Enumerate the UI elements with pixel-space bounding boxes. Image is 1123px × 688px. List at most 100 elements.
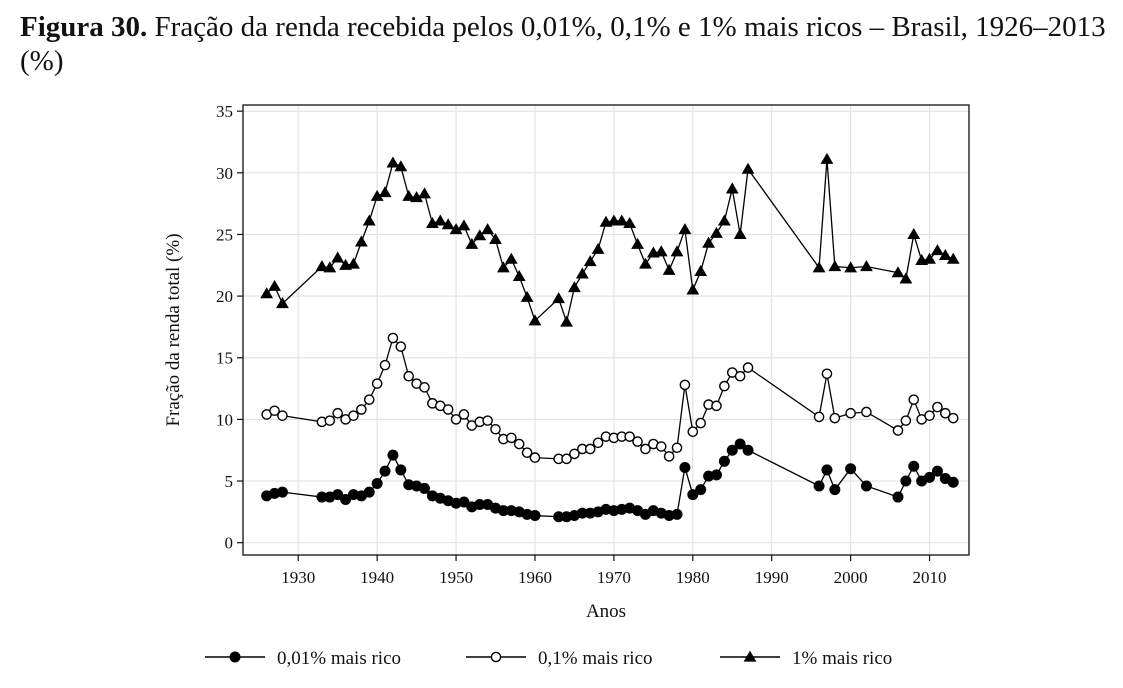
data-point [348,410,359,421]
data-point [640,443,651,455]
data-point [623,216,637,228]
legend-marker [229,651,241,663]
data-point [900,415,912,426]
data-point [900,475,912,487]
series-group [260,152,960,523]
data-point [560,315,573,327]
data-point [908,394,920,405]
data-point [323,261,337,273]
data-point [694,265,708,277]
data-point [908,460,920,472]
data-point [654,245,668,257]
figure-title: Fração da renda recebida pelos 0,01%, 0,… [20,11,1106,77]
data-point [662,263,676,275]
data-point [940,407,951,419]
data-point [370,189,384,201]
data-point [655,441,667,452]
y-tick-label: 0 [225,534,234,553]
data-point [419,382,430,393]
data-point [497,261,510,273]
data-point [932,401,943,413]
data-point [695,417,706,429]
x-tick-label: 1940 [360,568,394,587]
data-point [733,228,747,240]
data-point [449,223,463,235]
legend-label: 1% mais rico [792,648,892,669]
data-point [354,235,368,247]
plot-frame [242,104,970,556]
data-point [924,471,936,483]
x-axis-title: Anos [586,601,626,622]
data-point [402,189,416,201]
data-point [347,257,360,269]
data-point [624,431,635,442]
data-point [734,438,746,450]
data-point [419,482,430,494]
data-point [268,279,281,291]
data-point [513,438,525,450]
legend-item: 0,1% mais rico [466,648,653,669]
data-point [829,484,841,496]
y-tick-label: 5 [225,472,234,491]
data-point [892,491,904,503]
data-point [845,463,857,475]
data-point [726,444,738,456]
data-point [552,292,566,304]
data-point [490,423,501,435]
data-point [441,218,455,230]
data-point [277,410,288,421]
data-point [489,232,502,244]
data-point [403,370,415,382]
legend-label: 0,1% mais rico [538,648,653,669]
data-point [362,214,376,226]
data-point [820,152,834,164]
legend-marker [743,650,757,662]
data-point [671,442,683,454]
data-point [741,162,755,174]
data-point [711,400,722,412]
data-point [332,489,344,501]
data-point [418,187,431,199]
data-point [331,251,345,263]
data-point [907,228,921,240]
data-point [632,436,643,447]
data-point [924,410,935,421]
x-tick-label: 1950 [439,568,473,587]
figure-caption: Figura 30. Fração da renda recebida pelo… [20,10,1115,78]
data-point [671,508,683,520]
x-axis: 1930 1940 1950 1960 1970 1980 1990 2000 2010 [281,555,947,587]
data-point [670,245,684,257]
data-point [315,260,329,272]
data-point [504,252,518,264]
data-point [363,486,375,498]
data-point [260,287,274,299]
data-point [561,453,572,465]
data-point [379,359,391,371]
legend-label: 0,01% mais rico [277,648,401,669]
data-point [371,477,383,489]
data-point [363,394,375,405]
data-point [332,407,343,419]
data-point [575,267,589,279]
y-tick-label: 25 [216,225,233,244]
data-point [473,229,487,241]
data-point [324,415,336,426]
data-point [821,368,833,380]
legend: 0,01% mais rico 0,1% mais rico 1% mais ric… [205,648,892,669]
x-tick-label: 1960 [518,568,552,587]
data-point [387,449,399,461]
data-point [584,443,596,455]
data-point [742,444,754,456]
data-point [678,223,692,235]
data-point [828,260,842,272]
data-point [529,452,541,463]
data-point [506,432,517,444]
data-point [379,465,391,477]
data-point [679,461,691,473]
data-point [529,510,541,522]
data-point [269,405,280,417]
y-axis-title: Fração da renda total (%) [163,233,184,426]
data-point [844,261,858,273]
series-2 [261,332,959,465]
